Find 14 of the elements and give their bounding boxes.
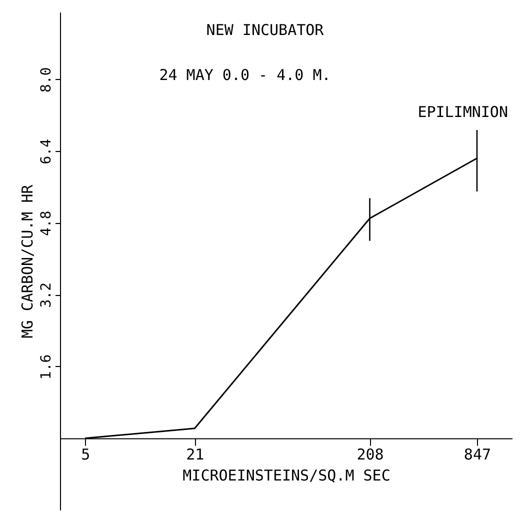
annotation: EPILIMNION	[418, 103, 508, 121]
y-tick-label: 1.6	[38, 354, 54, 380]
text: NEW INCUBATOR	[206, 21, 325, 39]
x-tick-label: 5	[81, 446, 90, 464]
x-axis-title: MICROEINSTEINS/SQ.M SEC	[182, 466, 390, 485]
y-tick-label: 3.2	[38, 282, 54, 308]
y-tick-label: 6.4	[38, 138, 54, 164]
y-axis-title: MG CARBON/CU.M HR	[18, 184, 36, 338]
x-tick-label: 21	[186, 446, 204, 464]
y-tick-label: 4.8	[38, 210, 54, 236]
text: 24 MAY 0.0 - 4.0 M.	[159, 66, 331, 84]
x-tick-label: 208	[356, 446, 384, 464]
x-tick-label: 847	[464, 446, 492, 464]
y-tick-label: 8.0	[38, 67, 54, 92]
